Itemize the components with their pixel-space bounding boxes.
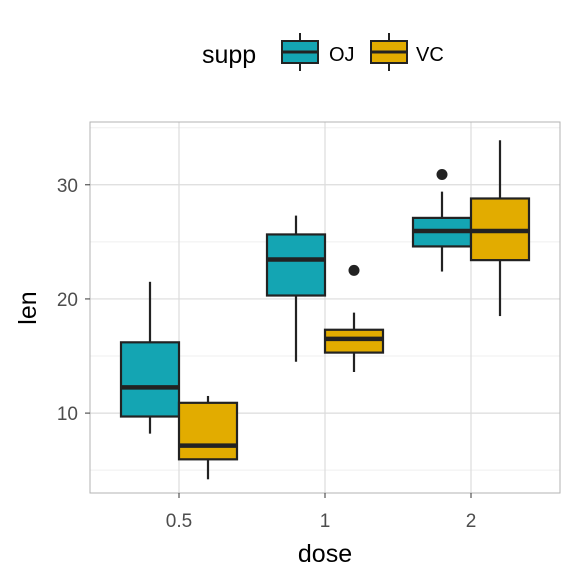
x-tick-label: 2 xyxy=(466,511,477,532)
outlier-point xyxy=(436,169,448,181)
legend: supp OJ VC xyxy=(202,33,444,71)
y-axis-title: len xyxy=(14,291,42,324)
box-OJ-1 xyxy=(265,215,327,362)
legend-key-OJ xyxy=(281,33,319,71)
x-tick-label: 0.5 xyxy=(166,511,192,532)
box-VC-2 xyxy=(469,140,531,317)
legend-label: VC xyxy=(416,44,444,66)
legend-label: OJ xyxy=(329,44,355,66)
y-tick-label: 30 xyxy=(57,176,78,197)
box-body xyxy=(265,233,327,297)
outlier-point xyxy=(348,264,360,276)
x-axis-title: dose xyxy=(298,540,352,568)
x-tick-label: 1 xyxy=(320,511,331,532)
legend-title: supp xyxy=(202,41,256,69)
y-axis: 10 20 30 xyxy=(57,176,90,425)
box-body xyxy=(177,401,239,461)
legend-key-VC xyxy=(370,33,408,71)
boxes xyxy=(119,140,531,480)
box-body xyxy=(119,341,181,418)
box-VC-0.5 xyxy=(177,395,239,480)
box-VC-1 xyxy=(323,264,385,372)
box-OJ-0.5 xyxy=(119,281,181,434)
x-axis: 0.5 1 2 xyxy=(166,493,477,532)
box-body xyxy=(323,328,385,354)
y-tick-label: 20 xyxy=(57,290,78,311)
grid xyxy=(90,122,560,493)
y-tick-label: 10 xyxy=(57,404,78,425)
